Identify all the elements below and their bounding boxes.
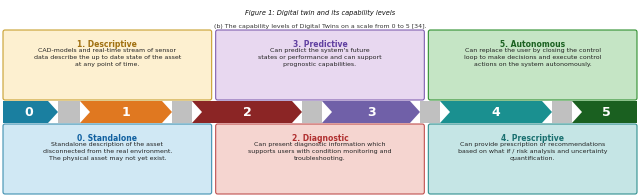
Text: Standalone description of the asset
disconnected from the real environment.
The : Standalone description of the asset disc…	[43, 142, 172, 161]
Text: 2: 2	[243, 105, 252, 119]
Text: (b) The capability levels of Digital Twins on a scale from 0 to 5 [34].: (b) The capability levels of Digital Twi…	[214, 24, 426, 28]
FancyBboxPatch shape	[3, 30, 212, 100]
Polygon shape	[420, 101, 440, 123]
Text: Can predict the system's future
states or performance and can support
prognostic: Can predict the system's future states o…	[258, 48, 382, 67]
Text: Can present diagnostic information which
supports users with condition monitorin: Can present diagnostic information which…	[248, 142, 392, 161]
Polygon shape	[192, 101, 302, 123]
Text: 1: 1	[122, 105, 131, 119]
FancyBboxPatch shape	[216, 124, 424, 194]
Polygon shape	[80, 101, 172, 123]
Text: 0: 0	[24, 105, 33, 119]
Polygon shape	[172, 101, 192, 123]
FancyBboxPatch shape	[3, 124, 212, 194]
Text: 4. Prescriptive: 4. Prescriptive	[501, 134, 564, 143]
Text: 5. Autonomous: 5. Autonomous	[500, 40, 565, 49]
Polygon shape	[302, 101, 322, 123]
Text: 3. Predictive: 3. Predictive	[292, 40, 348, 49]
Polygon shape	[552, 101, 572, 123]
Text: 0. Standalone: 0. Standalone	[77, 134, 138, 143]
Polygon shape	[572, 101, 637, 123]
FancyBboxPatch shape	[216, 30, 424, 100]
Text: Figure 1: Digital twin and its capability levels: Figure 1: Digital twin and its capabilit…	[245, 10, 395, 16]
Polygon shape	[322, 101, 420, 123]
Text: 4: 4	[492, 105, 500, 119]
Text: 5: 5	[602, 105, 611, 119]
Text: Can replace the user by closing the control
loop to make decisions and execute c: Can replace the user by closing the cont…	[464, 48, 602, 67]
FancyBboxPatch shape	[428, 30, 637, 100]
Text: 3: 3	[367, 105, 375, 119]
Text: Can provide prescription or recommendations
based on what if / risk analysis and: Can provide prescription or recommendati…	[458, 142, 607, 161]
Polygon shape	[58, 101, 80, 123]
Polygon shape	[3, 101, 58, 123]
Text: 2. Diagnostic: 2. Diagnostic	[292, 134, 348, 143]
FancyBboxPatch shape	[428, 124, 637, 194]
Text: 1. Descriptive: 1. Descriptive	[77, 40, 137, 49]
Text: CAD-models and real-time stream of sensor
data describe the up to date state of : CAD-models and real-time stream of senso…	[34, 48, 181, 67]
Polygon shape	[440, 101, 552, 123]
